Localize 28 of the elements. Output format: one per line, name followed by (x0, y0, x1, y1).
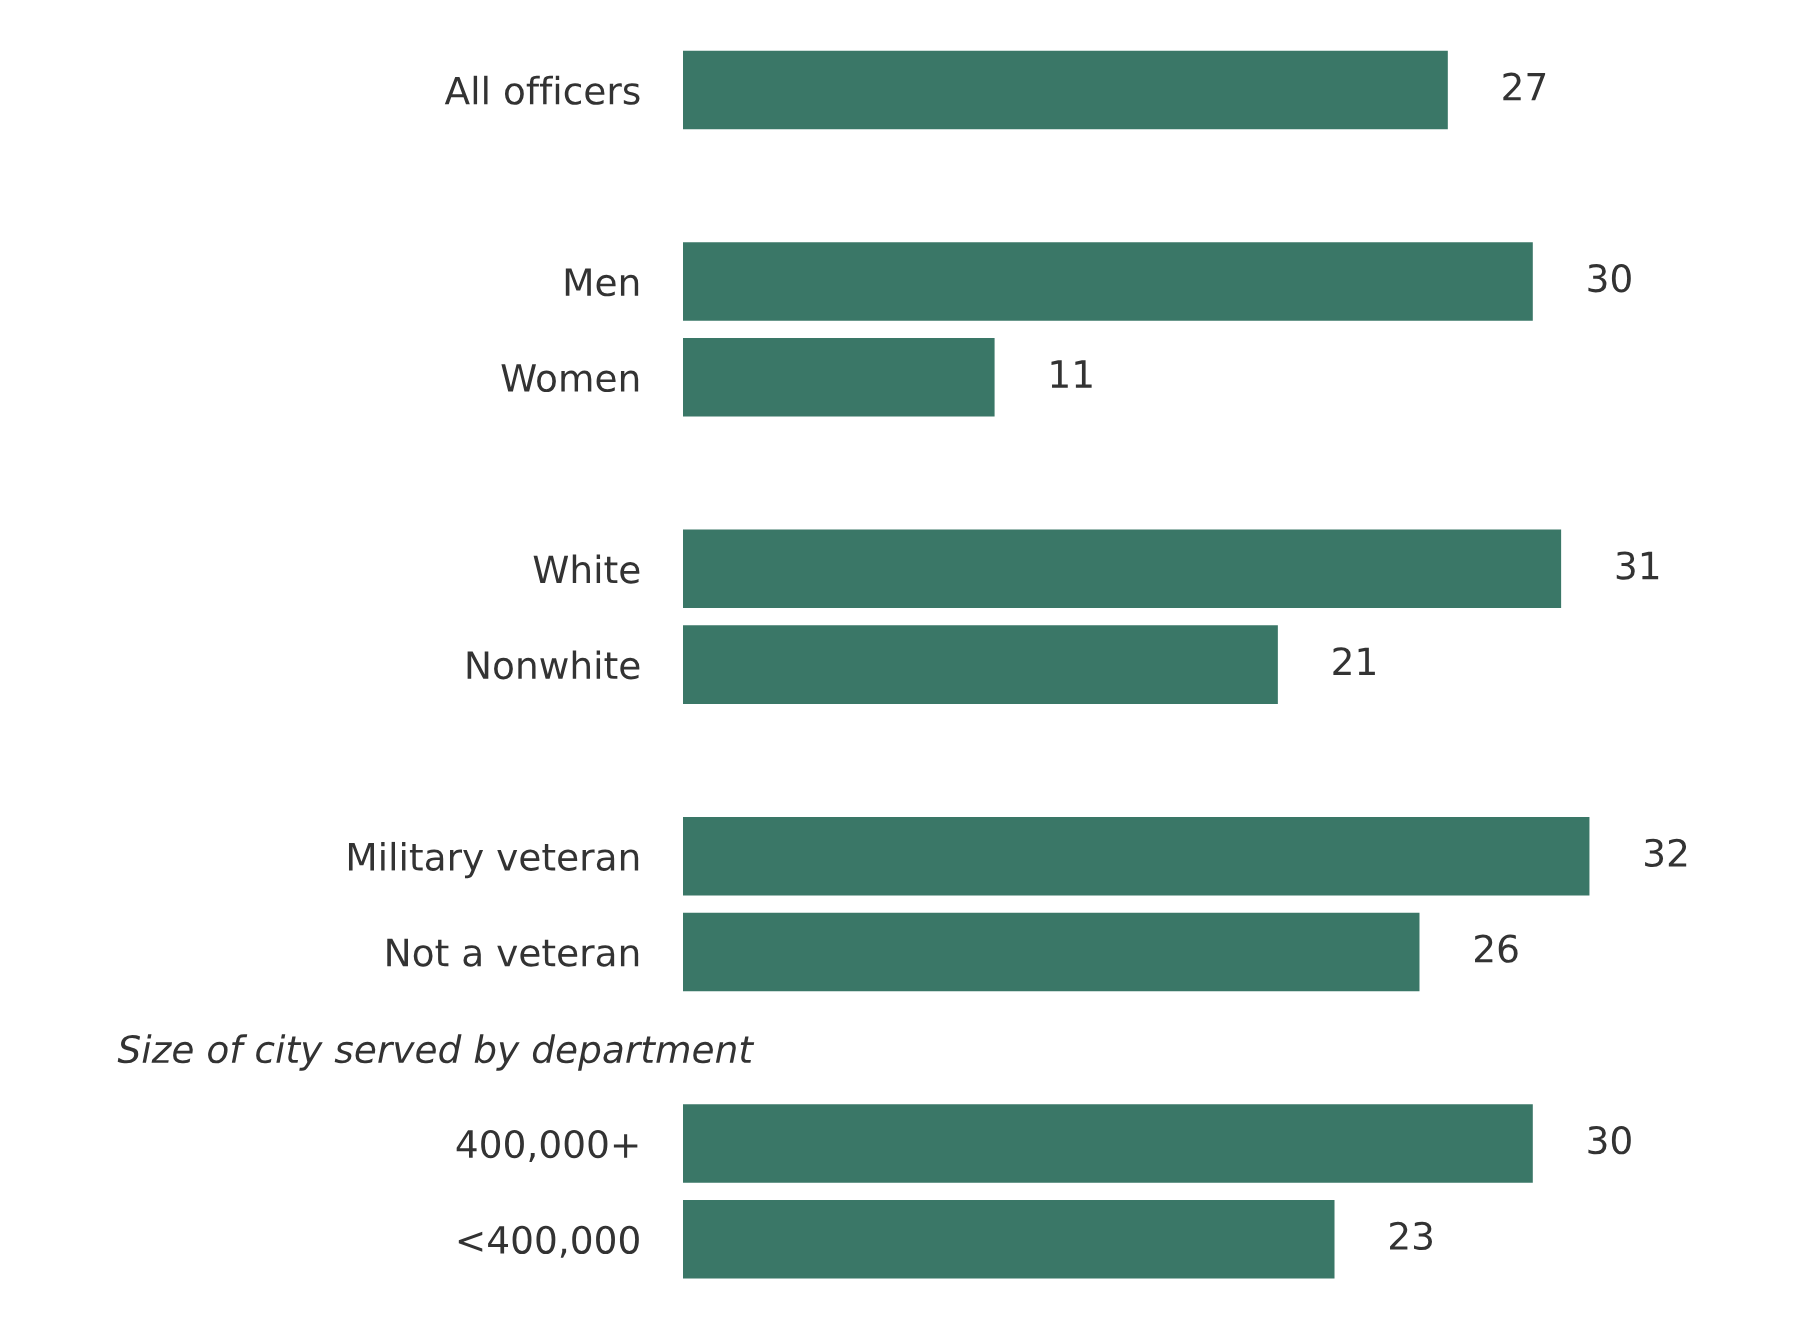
bar (683, 912, 1420, 992)
data-label: 27 (1503, 72, 1546, 101)
data-label: 21 (1333, 647, 1375, 675)
bar (683, 816, 1590, 896)
data-label: 11 (1051, 360, 1092, 388)
y-tick-label: All officers (444, 75, 640, 105)
bar (683, 625, 1278, 704)
data-label: 30 (1588, 264, 1631, 293)
bar (683, 338, 995, 417)
data-label: 31 (1616, 551, 1659, 580)
bar (683, 50, 1448, 130)
bar (683, 1104, 1533, 1183)
data-label: 32 (1645, 838, 1687, 868)
bar (683, 1199, 1335, 1279)
y-tick-label: White (533, 554, 640, 584)
y-tick-label: 400,000+ (456, 1129, 638, 1163)
y-tick-label: Military veteran (348, 841, 639, 879)
data-label: 30 (1588, 1125, 1631, 1155)
y-tick-label: Men (565, 268, 639, 297)
bar (683, 242, 1533, 321)
data-label: 23 (1390, 1221, 1432, 1251)
y-tick-label: <400,000 (458, 1225, 639, 1258)
y-tick-label: Not a veteran (387, 938, 639, 967)
y-tick-label: Nonwhite (467, 650, 640, 680)
y-tick-label: Women (501, 364, 639, 393)
annotation: Size of city served by department (117, 1034, 755, 1071)
bar (683, 529, 1562, 609)
data-label: 26 (1475, 934, 1518, 963)
